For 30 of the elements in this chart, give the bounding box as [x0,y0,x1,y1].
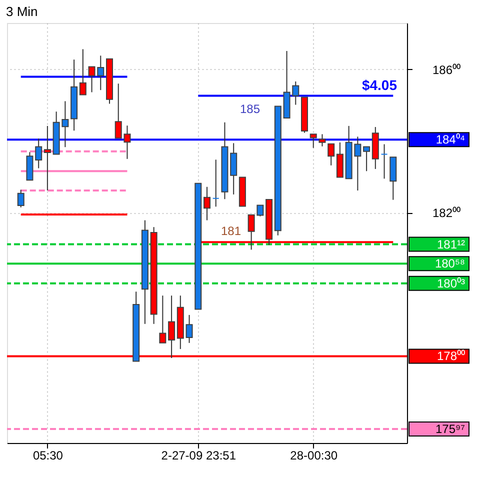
annotation: 181 [221,224,242,238]
ref-line-label: 181¹² [436,237,465,252]
annotation: 185 [240,102,260,116]
candlestick [318,134,326,147]
ref-line-label: 180⁰³ [436,276,465,290]
ref-line-label: 178⁰⁰ [436,349,465,364]
ref-line-label: 184⁰⁴ [436,132,465,147]
x-tick-label: 05:30 [32,448,64,462]
x-tick-label: 2-27-09 23:51 [161,448,236,462]
candlestick [310,134,317,148]
candlestick [186,314,193,344]
candlestick [230,142,238,195]
x-tick-label: 28-00:30 [290,448,338,462]
candlestick [328,143,335,166]
candlestick [212,159,220,208]
candlestick [204,186,210,221]
chart-title: 3 Min [6,4,38,19]
ref-line-label: 175⁹⁷ [435,422,465,436]
candlestick [17,189,24,208]
candlestick [380,144,388,180]
annotation: $4.05 [362,76,398,93]
candlestick [44,125,51,191]
ref-line-label: 180⁵⁸ [434,256,465,271]
candlestick [336,142,344,178]
candlestick [35,138,42,169]
candlestick [79,48,86,96]
y-tick-label: 182⁰⁰ [432,206,461,220]
y-tick-label: 186⁰⁰ [432,62,461,77]
candlestick [363,146,370,172]
candlestick [159,295,166,344]
